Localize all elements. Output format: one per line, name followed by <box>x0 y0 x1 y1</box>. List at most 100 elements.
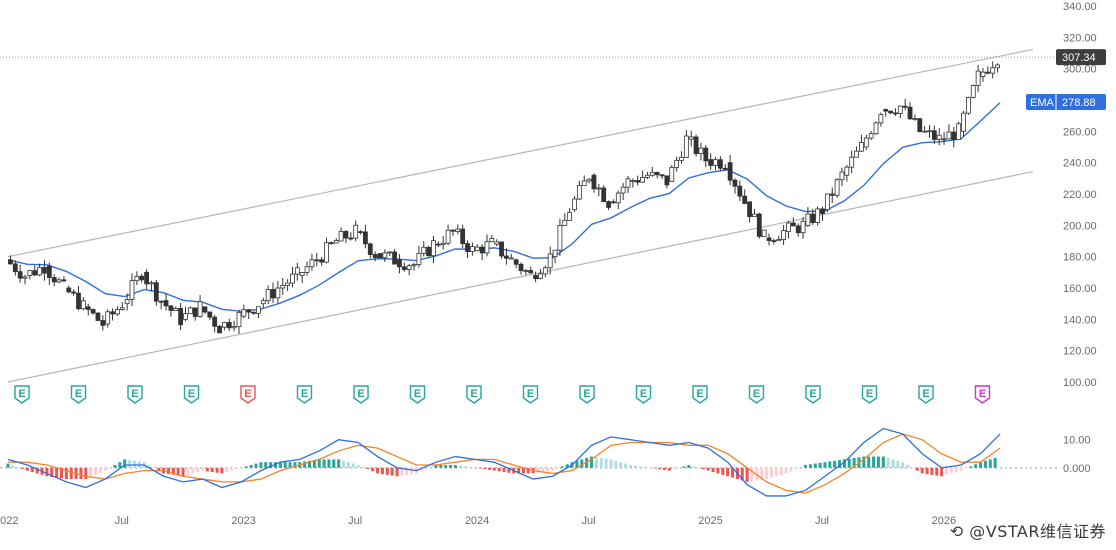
candle-up <box>859 142 864 152</box>
macd-hist-bar <box>249 465 253 468</box>
candle-down <box>76 292 81 310</box>
candle-up <box>649 171 655 176</box>
macd-hist-bar <box>483 467 487 470</box>
candle-up <box>620 186 626 194</box>
candle-down <box>756 213 762 237</box>
candle-down <box>71 291 77 294</box>
candle-down <box>202 306 208 313</box>
candle-up <box>333 240 339 244</box>
candle-up <box>275 287 281 299</box>
candle-up <box>547 253 553 269</box>
candle-down <box>110 311 115 315</box>
candle-up <box>241 309 247 317</box>
candle-down <box>611 201 616 204</box>
earnings-icon-label: E <box>922 388 929 400</box>
candle-down <box>664 175 670 186</box>
earnings-icon-label: E <box>696 388 703 400</box>
price-tick-label: 180.00 <box>1063 252 1097 264</box>
candle-down <box>178 308 184 326</box>
candle-up <box>776 239 782 242</box>
candle-down <box>158 300 164 303</box>
macd-hist-bar <box>658 467 662 470</box>
macd-hist-bar <box>745 467 749 482</box>
macd-hist-bar <box>449 465 453 468</box>
price-tick-label: 220.00 <box>1063 189 1097 201</box>
time-tick-label: 2024 <box>465 515 489 527</box>
candle-up <box>455 228 461 233</box>
macd-hist-bar <box>254 463 258 468</box>
candle-up <box>557 225 563 251</box>
candle-down <box>217 325 222 334</box>
price-tick-label: 300.00 <box>1063 64 1097 76</box>
candle-down <box>392 251 397 265</box>
candle-up <box>382 252 388 259</box>
watermark: ⟲ @VSTAR维信证券 <box>950 518 1106 542</box>
candle-up <box>387 251 393 254</box>
candle-down <box>771 240 777 242</box>
macd-hist-bar <box>132 460 136 468</box>
candle-up <box>149 282 154 285</box>
candle-up <box>280 285 286 289</box>
candle-down <box>17 271 23 279</box>
time-tick-label: Jul <box>115 515 129 527</box>
candle-up <box>105 311 111 325</box>
candle-down <box>742 195 748 204</box>
candle-up <box>873 122 879 135</box>
macd-hist-bar <box>64 467 68 480</box>
macd-hist-bar <box>993 457 997 468</box>
macd-hist-bar <box>463 466 467 468</box>
macd-hist-bar <box>813 463 817 468</box>
candle-down <box>51 277 57 283</box>
candle-down <box>917 118 923 133</box>
earnings-icon-label: E <box>583 388 590 400</box>
macd-hist-bar <box>346 462 350 468</box>
macd-hist-bar <box>896 460 900 468</box>
candle-down <box>810 213 816 223</box>
macd-hist-bar <box>380 467 384 475</box>
candle-down <box>397 259 402 268</box>
macd-hist-bar <box>332 459 336 468</box>
candle-up <box>854 150 859 158</box>
earnings-icon: E <box>805 385 821 404</box>
macd-hist-bar <box>979 462 983 468</box>
candle-up <box>567 212 573 221</box>
candle-down <box>893 112 898 115</box>
price-tick-label: 320.00 <box>1063 32 1097 44</box>
macd-hist-bar <box>225 467 229 473</box>
macd-hist-bar <box>371 467 375 472</box>
macd-hist-bar <box>915 467 919 471</box>
macd-hist-bar <box>429 467 433 468</box>
macd-hist-bar <box>69 467 73 480</box>
macd-hist-bar <box>434 465 438 468</box>
earnings-icon-shape <box>183 385 200 404</box>
candle-up <box>187 307 193 315</box>
macd-hist-bar <box>867 456 871 468</box>
candle-up <box>980 71 986 77</box>
earnings-icon: E <box>635 385 652 404</box>
earnings-icon: E <box>748 385 765 404</box>
macd-hist-bar <box>590 456 594 468</box>
macd-hist-bar <box>920 467 924 474</box>
candle-up <box>469 246 475 252</box>
earnings-icon-label: E <box>809 388 816 400</box>
macd-hist-bar <box>969 466 973 468</box>
candle-up <box>956 123 962 141</box>
time-tick-label: 2022 <box>0 515 18 527</box>
candle-down <box>212 316 218 327</box>
macd-hist-bar <box>565 464 569 468</box>
candle-down <box>703 147 709 162</box>
ema-name: EMA <box>1030 97 1055 109</box>
macd-hist-bar <box>779 467 783 475</box>
macd-hist-bar <box>682 466 686 468</box>
macd-hist-bar <box>716 467 720 474</box>
earnings-icon: E <box>409 385 426 404</box>
macd-hist-bar <box>123 459 127 468</box>
macd-hist-bar <box>21 467 25 469</box>
candle-down <box>450 229 456 232</box>
candle-down <box>90 309 96 314</box>
candle-up <box>256 306 261 314</box>
candle-down <box>343 231 349 239</box>
macd-hist-bar <box>303 461 307 468</box>
macd-hist-bar <box>16 467 20 468</box>
